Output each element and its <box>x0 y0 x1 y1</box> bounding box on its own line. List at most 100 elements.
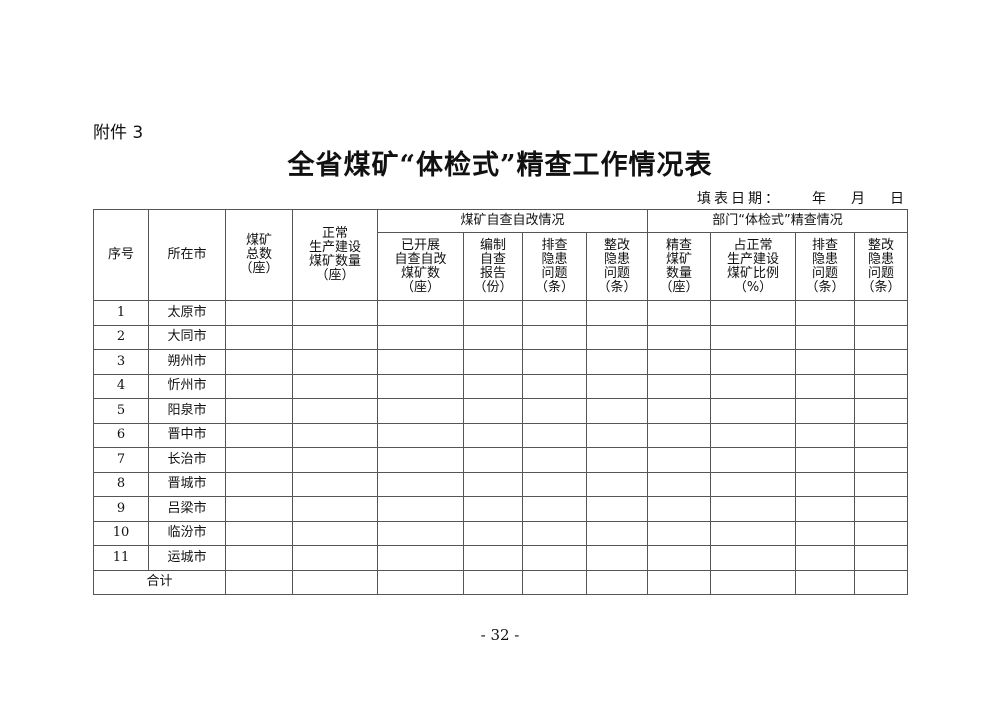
data-cell[interactable] <box>292 422 378 448</box>
total-cell[interactable] <box>854 569 909 595</box>
total-cell[interactable] <box>647 569 712 595</box>
total-cell[interactable] <box>522 569 587 595</box>
data-cell[interactable] <box>647 471 712 497</box>
data-cell[interactable] <box>585 545 649 571</box>
data-cell[interactable] <box>854 373 909 399</box>
data-cell[interactable] <box>795 324 856 350</box>
data-cell[interactable] <box>710 300 797 326</box>
data-cell[interactable] <box>463 398 523 424</box>
total-cell[interactable] <box>795 569 856 595</box>
data-cell[interactable] <box>710 496 797 522</box>
data-cell[interactable] <box>710 324 797 350</box>
data-cell[interactable] <box>795 398 856 424</box>
data-cell[interactable] <box>647 422 712 448</box>
data-cell[interactable] <box>225 545 293 571</box>
data-cell[interactable] <box>292 398 378 424</box>
data-cell[interactable] <box>710 349 797 375</box>
data-cell[interactable] <box>795 422 856 448</box>
data-cell[interactable] <box>292 349 378 375</box>
data-cell[interactable] <box>647 496 712 522</box>
data-cell[interactable] <box>292 471 378 497</box>
data-cell[interactable] <box>854 447 909 473</box>
data-cell[interactable] <box>225 349 293 375</box>
data-cell[interactable] <box>854 324 909 350</box>
data-cell[interactable] <box>585 398 649 424</box>
data-cell[interactable] <box>225 398 293 424</box>
data-cell[interactable] <box>710 373 797 399</box>
data-cell[interactable] <box>522 496 587 522</box>
data-cell[interactable] <box>854 398 909 424</box>
data-cell[interactable] <box>710 398 797 424</box>
data-cell[interactable] <box>854 496 909 522</box>
data-cell[interactable] <box>710 422 797 448</box>
total-cell[interactable] <box>225 569 293 595</box>
data-cell[interactable] <box>377 447 464 473</box>
data-cell[interactable] <box>710 471 797 497</box>
data-cell[interactable] <box>225 447 293 473</box>
total-cell[interactable] <box>377 569 464 595</box>
data-cell[interactable] <box>854 471 909 497</box>
data-cell[interactable] <box>463 447 523 473</box>
data-cell[interactable] <box>854 520 909 546</box>
data-cell[interactable] <box>292 324 378 350</box>
data-cell[interactable] <box>225 471 293 497</box>
data-cell[interactable] <box>463 300 523 326</box>
data-cell[interactable] <box>522 447 587 473</box>
data-cell[interactable] <box>225 422 293 448</box>
data-cell[interactable] <box>225 300 293 326</box>
data-cell[interactable] <box>377 545 464 571</box>
data-cell[interactable] <box>795 373 856 399</box>
data-cell[interactable] <box>795 300 856 326</box>
data-cell[interactable] <box>854 349 909 375</box>
data-cell[interactable] <box>647 520 712 546</box>
data-cell[interactable] <box>522 324 587 350</box>
data-cell[interactable] <box>647 545 712 571</box>
data-cell[interactable] <box>585 373 649 399</box>
data-cell[interactable] <box>647 324 712 350</box>
data-cell[interactable] <box>225 373 293 399</box>
data-cell[interactable] <box>710 447 797 473</box>
data-cell[interactable] <box>795 447 856 473</box>
data-cell[interactable] <box>225 496 293 522</box>
data-cell[interactable] <box>292 520 378 546</box>
data-cell[interactable] <box>854 545 909 571</box>
data-cell[interactable] <box>647 447 712 473</box>
data-cell[interactable] <box>377 471 464 497</box>
data-cell[interactable] <box>292 545 378 571</box>
data-cell[interactable] <box>225 520 293 546</box>
data-cell[interactable] <box>795 349 856 375</box>
data-cell[interactable] <box>377 349 464 375</box>
data-cell[interactable] <box>463 422 523 448</box>
data-cell[interactable] <box>377 496 464 522</box>
data-cell[interactable] <box>377 520 464 546</box>
total-cell[interactable] <box>585 569 649 595</box>
data-cell[interactable] <box>292 447 378 473</box>
data-cell[interactable] <box>377 422 464 448</box>
data-cell[interactable] <box>795 496 856 522</box>
data-cell[interactable] <box>377 398 464 424</box>
data-cell[interactable] <box>795 471 856 497</box>
data-cell[interactable] <box>647 373 712 399</box>
data-cell[interactable] <box>585 324 649 350</box>
data-cell[interactable] <box>647 398 712 424</box>
total-cell[interactable] <box>463 569 523 595</box>
data-cell[interactable] <box>463 520 523 546</box>
data-cell[interactable] <box>225 324 293 350</box>
data-cell[interactable] <box>585 520 649 546</box>
data-cell[interactable] <box>795 520 856 546</box>
total-cell[interactable] <box>710 569 797 595</box>
data-cell[interactable] <box>585 471 649 497</box>
data-cell[interactable] <box>522 373 587 399</box>
data-cell[interactable] <box>522 349 587 375</box>
data-cell[interactable] <box>522 471 587 497</box>
data-cell[interactable] <box>585 300 649 326</box>
data-cell[interactable] <box>463 496 523 522</box>
data-cell[interactable] <box>377 324 464 350</box>
data-cell[interactable] <box>292 300 378 326</box>
data-cell[interactable] <box>585 447 649 473</box>
data-cell[interactable] <box>585 349 649 375</box>
data-cell[interactable] <box>377 373 464 399</box>
data-cell[interactable] <box>585 496 649 522</box>
data-cell[interactable] <box>795 545 856 571</box>
data-cell[interactable] <box>647 349 712 375</box>
